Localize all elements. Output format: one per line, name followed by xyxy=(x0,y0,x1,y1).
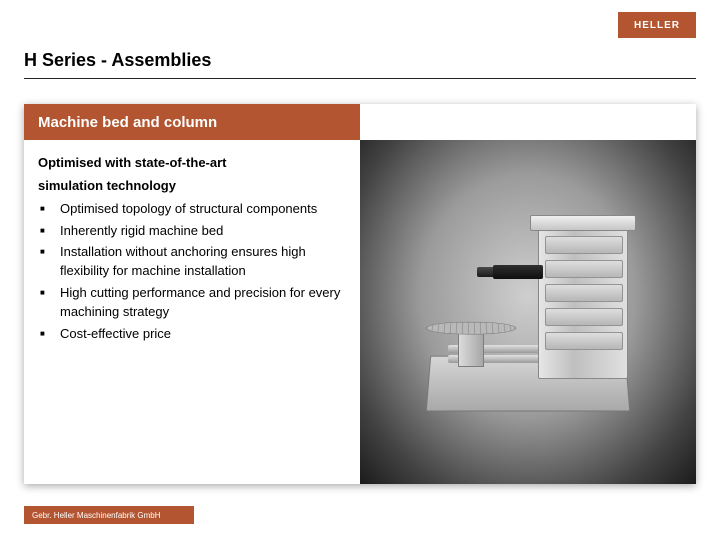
card-body: Optimised with state-of-the-art simulati… xyxy=(24,140,696,484)
lead-line-2: simulation technology xyxy=(38,177,358,196)
column-rib xyxy=(545,332,623,350)
table-post xyxy=(458,331,484,367)
brand-logo: HELLER xyxy=(618,12,696,38)
text-column: Optimised with state-of-the-art simulati… xyxy=(38,154,358,347)
brand-logo-text: HELLER xyxy=(634,20,680,31)
column-rib xyxy=(545,236,623,254)
column-rib xyxy=(545,308,623,326)
footer-bar: Gebr. Heller Maschinenfabrik GmbH xyxy=(24,506,194,524)
product-render xyxy=(360,140,696,484)
bullet-item: Cost-effective price xyxy=(38,325,358,344)
bullet-item: Optimised topology of structural compone… xyxy=(38,200,358,219)
bullet-item: High cutting performance and precision f… xyxy=(38,284,358,322)
footer-text: Gebr. Heller Maschinenfabrik GmbH xyxy=(32,511,161,520)
card-header: Machine bed and column xyxy=(24,104,360,140)
column-cap xyxy=(530,215,636,231)
bullet-item: Installation without anchoring ensures h… xyxy=(38,243,358,281)
lead-line-1: Optimised with state-of-the-art xyxy=(38,154,358,173)
column-rib xyxy=(545,284,623,302)
rotary-table xyxy=(425,322,517,335)
spindle-head xyxy=(493,265,543,279)
machine-column xyxy=(538,229,628,379)
bullet-item: Inherently rigid machine bed xyxy=(38,222,358,241)
bullet-list: Optimised topology of structural compone… xyxy=(38,200,358,344)
page-title: H Series - Assemblies xyxy=(24,50,211,71)
machine-illustration xyxy=(408,199,648,439)
title-underline xyxy=(24,78,696,79)
column-rib xyxy=(545,260,623,278)
content-card: Machine bed and column Optimised with st… xyxy=(24,104,696,484)
